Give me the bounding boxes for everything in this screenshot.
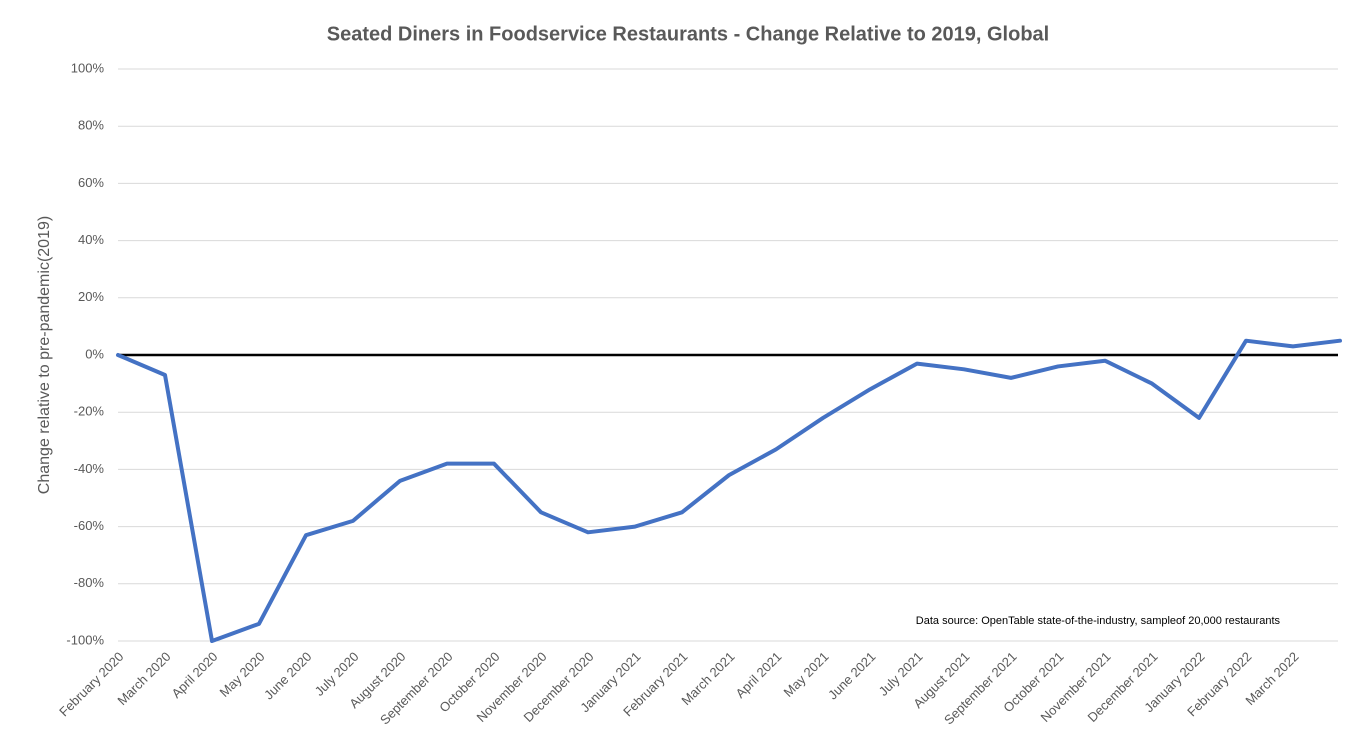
x-tick-label: February 2020 (56, 649, 126, 719)
x-tick-label: May 2021 (781, 649, 832, 700)
x-tick-label: July 2020 (312, 649, 362, 699)
data-line (116, 338, 1342, 643)
y-tick-label: 100% (71, 60, 105, 75)
y-tick-label: 20% (78, 289, 104, 304)
y-tick-label: -20% (74, 404, 105, 419)
x-tick-label: June 2021 (825, 649, 879, 703)
x-tick-label: April 2020 (169, 649, 221, 701)
x-tick-label: June 2020 (261, 649, 315, 703)
y-tick-label: 0% (85, 346, 104, 361)
x-tick-label: May 2020 (217, 649, 268, 700)
y-tick-label: 60% (78, 175, 104, 190)
x-tick-label: July 2021 (876, 649, 926, 699)
y-axis-label: Change relative to pre-pandemic(2019) (36, 216, 53, 494)
x-tick-label: April 2021 (733, 649, 785, 701)
y-tick-label: -40% (74, 461, 105, 476)
y-tick-label: -60% (74, 518, 105, 533)
annotation: Data source: OpenTable state-of-the-indu… (916, 615, 1281, 627)
chart-title: Seated Diners in Foodservice Restaurants… (327, 23, 1049, 45)
y-tick-label: -80% (74, 575, 105, 590)
y-tick-label: 80% (78, 118, 104, 133)
y-tick-label: -100% (66, 632, 104, 647)
y-tick-label: 40% (78, 232, 104, 247)
